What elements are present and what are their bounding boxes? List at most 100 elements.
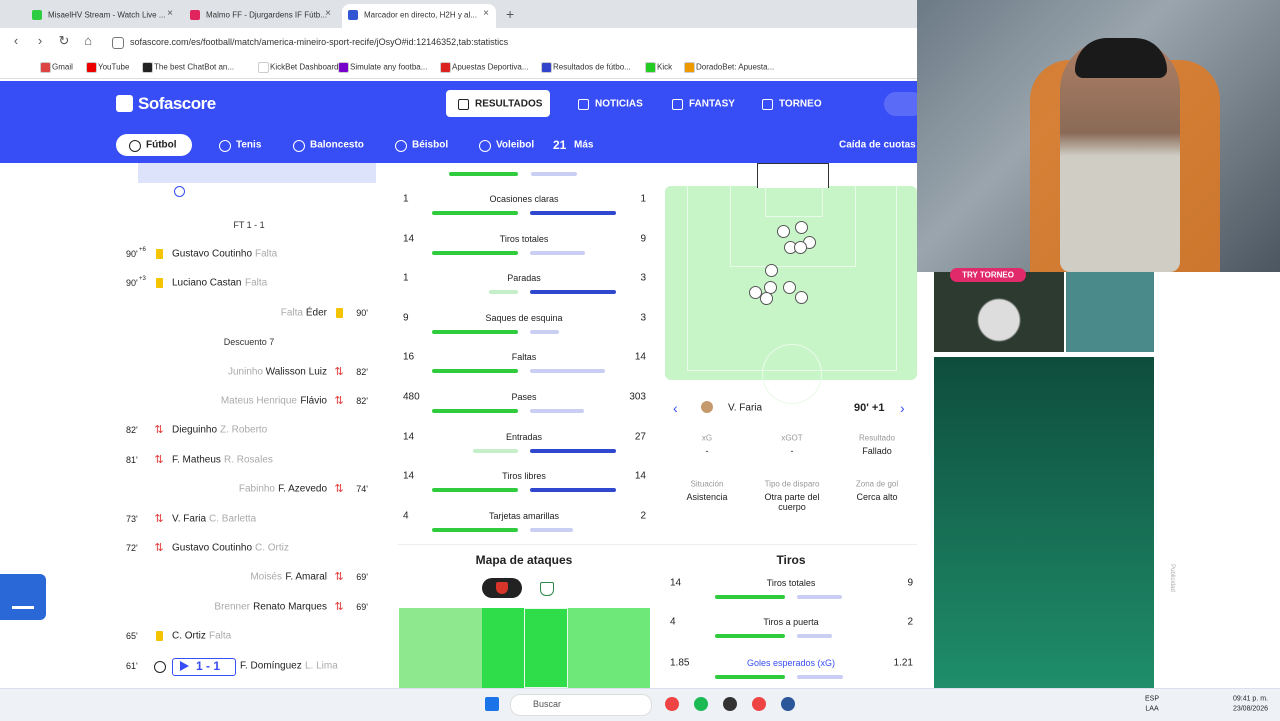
nav-item[interactable]: NOTICIAS [595,98,643,110]
prev-shot[interactable]: ‹ [673,400,678,416]
tab-title[interactable]: MisaelHV Stream - Watch Live ... [48,10,166,20]
heat-zone [399,608,482,688]
bookmark[interactable]: Resultados de fútbo... [553,62,631,72]
taskbar-app[interactable] [723,697,737,711]
sport[interactable]: Béisbol [412,139,449,151]
stat-home: 1 [403,272,409,284]
bookmark[interactable]: Kick [657,62,673,72]
heat-zone [568,608,650,688]
bookmark[interactable]: Apuestas Deportiva... [452,62,529,72]
bookmark[interactable]: YouTube [98,62,130,72]
nav-icon [762,99,773,110]
nav-icon [458,99,469,110]
nav-icon [672,99,683,110]
ad-panel [934,357,1154,688]
search[interactable]: Buscar [533,699,562,709]
shots-away: 2 [907,616,913,628]
shots-home: 4 [670,616,676,628]
stat-home: 4 [403,510,409,522]
sport[interactable]: Voleibol [496,139,535,151]
score-chip [172,657,236,676]
download-arrow [12,586,34,609]
away-bar [530,290,616,295]
home-bar [715,595,785,599]
bookmark[interactable]: Gmail [52,62,73,72]
sport[interactable]: Baloncesto [310,139,364,151]
tab-title[interactable]: Malmo FF - Djurgardens IF Fútb... [206,10,327,20]
minute: 74' [356,484,368,495]
nav-button[interactable]: ↻ [58,33,70,48]
stream-banner-text: TRY TORNEO [962,270,1014,280]
minute: 81' [126,454,138,465]
detail: Fabinho [238,483,275,495]
sport[interactable]: Fútbol [146,139,177,151]
brand[interactable]: Sofascore [138,94,216,113]
taskbar-app[interactable] [752,697,766,711]
shot-dot [795,291,808,304]
taskbar-app[interactable] [781,697,795,711]
person [1060,40,1180,272]
detail: R. Rosales [224,454,273,466]
detail: L. Lima [305,660,338,672]
detail: Z. Roberto [220,424,268,436]
more[interactable]: Más [574,139,594,151]
away-bar [797,675,843,679]
tab[interactable] [342,4,496,28]
stat-name: Ocasiones claras [489,194,559,204]
site-info [112,37,124,49]
tab-close-icon[interactable]: × [325,8,331,19]
home-bar [715,675,785,679]
tab-close-icon[interactable]: × [167,8,173,19]
nav-button[interactable]: ‹ [13,33,19,48]
new-tab[interactable]: + [506,6,515,22]
bookmark[interactable]: KickBet Dashboard [270,62,339,72]
tab-close-icon[interactable]: × [483,8,489,19]
bookmark-icon [440,62,451,73]
minute-extra: +6 [139,247,146,253]
home-bar [432,488,518,493]
stat-name: Tiros totales [499,233,549,244]
url[interactable]: sofascore.com/es/football/match/america-… [130,37,509,47]
ad-label: Publicidad [1168,564,1175,592]
nav-item[interactable]: TORNEO [779,98,822,110]
detail: Juninho [227,366,263,378]
goal-icon [154,660,166,673]
timeline-stub [138,163,376,183]
address-row [0,28,917,56]
start-button[interactable] [485,697,499,711]
minute: 69' [356,601,368,612]
nav-button[interactable]: ⌂ [84,33,92,48]
tab-title[interactable]: Marcador en directo, H2H y al... [364,10,477,20]
stream-preview [1066,272,1154,352]
bookmark[interactable]: DoradoBet: Apuesta... [696,62,775,72]
nav-item[interactable]: FANTASY [689,98,735,110]
nav-icon [578,99,589,110]
away-bar [530,409,585,413]
nav-button[interactable]: › [37,33,43,48]
shots-home: 1.85 [670,657,690,669]
odds-drop[interactable]: Caída de cuotas [839,139,916,151]
stat-name: Tiros libres [502,471,546,482]
download-button[interactable] [0,574,46,620]
goal-box [765,186,823,217]
taskbar-app[interactable] [665,697,679,711]
search-box[interactable] [510,694,652,716]
bookmark[interactable]: Simulate any footba... [350,62,428,72]
substitution: ⇅ [334,395,344,407]
bar-stub [449,172,518,176]
next-shot[interactable]: › [900,400,905,416]
bookmark[interactable]: The best ChatBot an... [154,62,235,72]
nav-item[interactable]: RESULTADOS [475,98,543,110]
shots-away: 9 [907,577,913,589]
player: F. Amaral [285,571,327,583]
lang: ESP [1144,695,1160,703]
sport-icon [219,140,231,152]
player: C. Ortiz [172,630,206,642]
timeline-marker [174,186,185,197]
sport[interactable]: Tenis [236,139,262,151]
result: FT 1 - 1 [233,220,265,230]
minute: 90' [356,307,368,318]
more-count[interactable]: 21 [553,138,567,152]
taskbar-app[interactable] [694,697,708,711]
